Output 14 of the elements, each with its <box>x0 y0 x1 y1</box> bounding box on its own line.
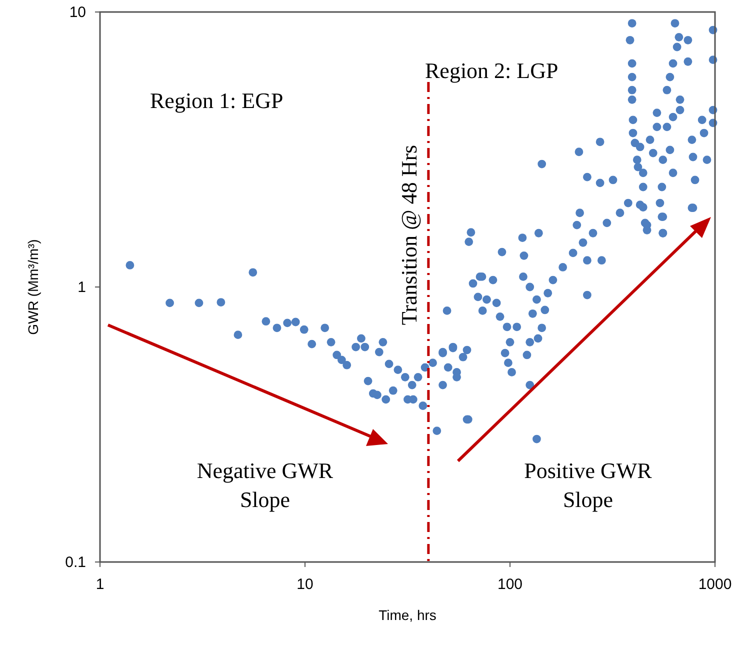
x-tick-label: 1000 <box>698 576 732 593</box>
y-tick-label: 1 <box>78 279 86 296</box>
annotation: Region 1: EGP <box>150 88 284 113</box>
x-axis-title: Time, hrs <box>378 607 436 623</box>
y-tick-label: 0.1 <box>65 554 86 571</box>
x-tick-label: 100 <box>497 576 523 593</box>
annotation: Region 2: LGP <box>425 58 558 83</box>
y-tick-label: 10 <box>69 4 86 21</box>
y-axis-title: GWR (Mm³/m³) <box>25 239 41 335</box>
x-tick-label: 10 <box>296 576 314 593</box>
annotation: Negative GWR Slope <box>196 458 334 512</box>
annotation: Positive GWR Slope <box>524 458 652 512</box>
x-tick-label: 1 <box>96 576 104 593</box>
ref-line-label: Transition @ 48 Hrs <box>396 144 422 326</box>
